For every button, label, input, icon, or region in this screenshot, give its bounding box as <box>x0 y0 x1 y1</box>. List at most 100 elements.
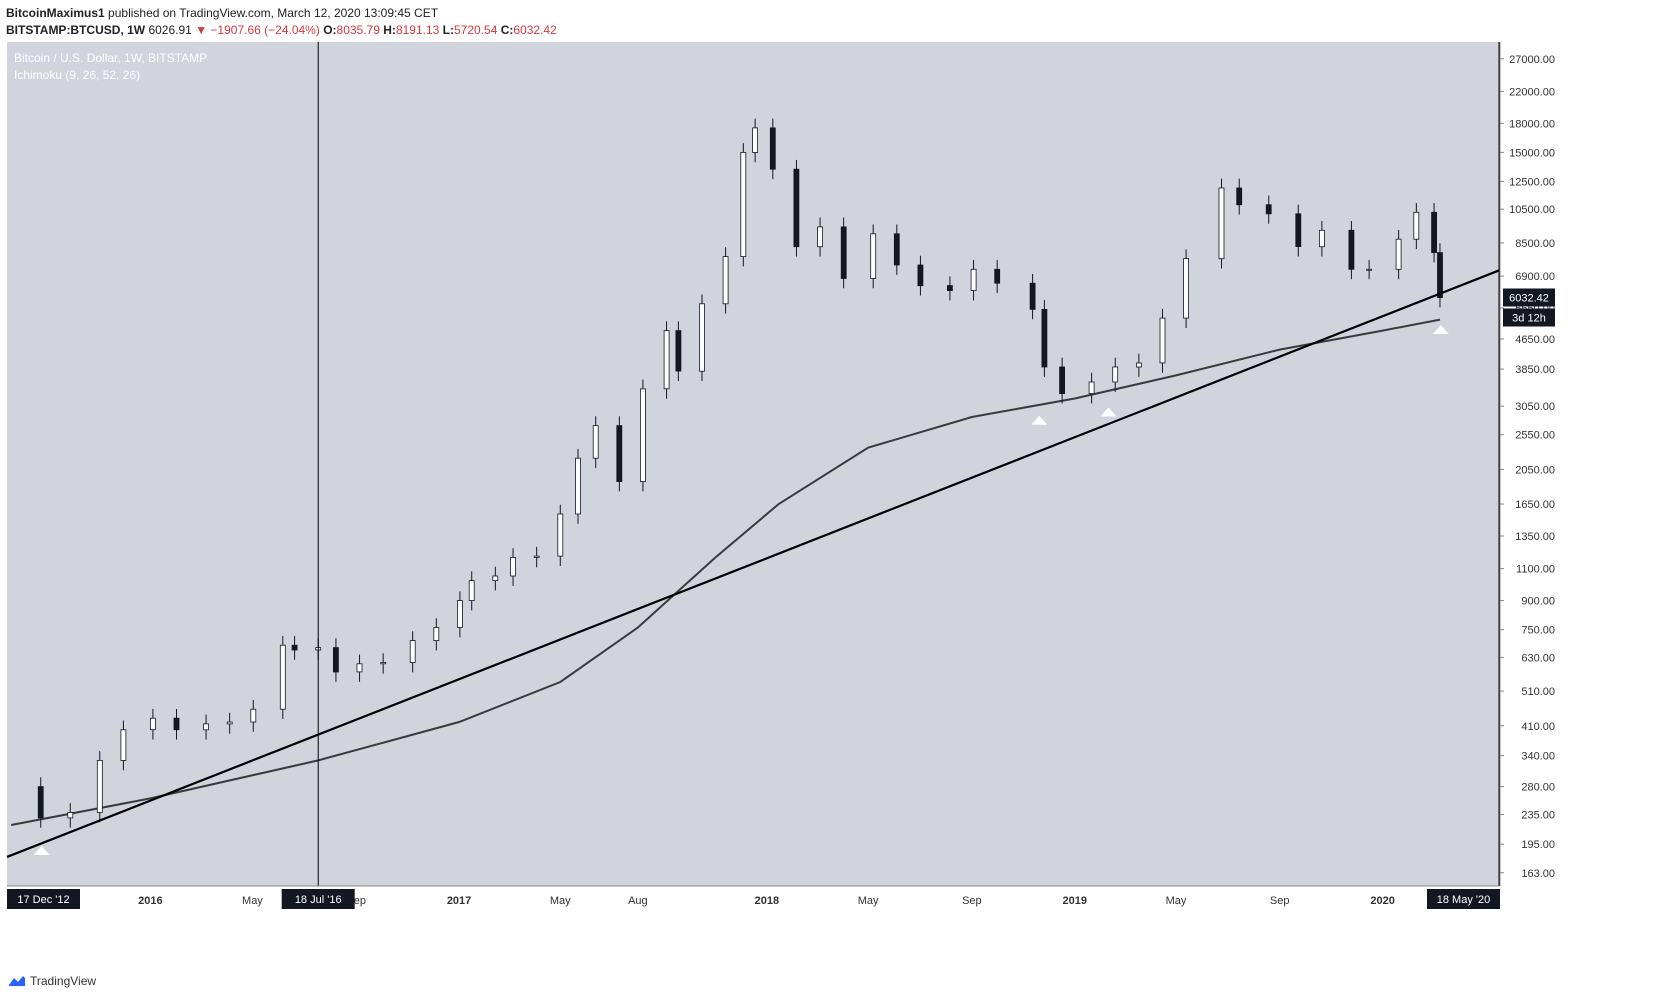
candle-up <box>492 575 499 581</box>
candle-down <box>1029 282 1036 310</box>
price-tick-label: 8500.00 <box>1515 238 1555 250</box>
plot-area[interactable] <box>7 42 1499 886</box>
candle-up <box>752 127 758 153</box>
candle-up <box>409 640 416 663</box>
candle-up <box>96 760 103 813</box>
price-badge-label: 6032.42 <box>1509 293 1549 305</box>
time-tick-label: 2020 <box>1370 895 1394 907</box>
time-marker-label: 18 Jul '16 <box>295 894 342 906</box>
legend-indicator: Ichimoku (9, 26, 52, 26) <box>14 68 140 82</box>
candle-down <box>840 226 847 279</box>
legend-symbol: Bitcoin / U.S. Dollar, 1W, BITSTAMP <box>14 51 207 65</box>
price-tick-label: 900.00 <box>1521 596 1555 608</box>
price-tick-label: 10500.00 <box>1509 204 1555 216</box>
price-tick-label: 280.00 <box>1521 782 1555 794</box>
candle-down <box>1295 213 1302 248</box>
price-tick-label: 195.00 <box>1521 839 1555 851</box>
axis-badges: 17 Dec '12 18 Jul '16 18 May '20 6032.42 3d … <box>7 288 1555 909</box>
candle-up <box>380 662 387 665</box>
candle-up <box>120 729 127 761</box>
triangle-marker <box>1031 415 1048 425</box>
candle-down <box>1348 229 1355 270</box>
candle-down <box>1059 366 1065 395</box>
time-tick-label: May <box>858 895 879 907</box>
price-tick-label: 1350.00 <box>1515 531 1555 543</box>
low-value: 5720.54 <box>454 23 498 37</box>
candle-down <box>37 786 44 819</box>
price-tick-label: 18000.00 <box>1509 118 1555 130</box>
price-tick-label: 235.00 <box>1521 809 1555 821</box>
time-tick-label: Sep <box>962 895 982 907</box>
candle-up <box>226 721 233 725</box>
candle-down <box>1265 204 1272 215</box>
interval: 1W <box>127 23 146 37</box>
price-tick-label: 1100.00 <box>1516 564 1555 576</box>
candles-layer <box>37 118 1443 828</box>
price-tick-label: 163.00 <box>1521 868 1555 880</box>
time-tick-label: 2019 <box>1063 895 1087 907</box>
candle-up <box>557 513 564 557</box>
author-name[interactable]: BitcoinMaximus1 <box>6 6 105 20</box>
footer-brand[interactable]: TradingView <box>8 974 96 988</box>
triangle-marker <box>1432 325 1449 335</box>
last-price: 6026.91 <box>148 23 192 37</box>
time-axis[interactable]: ep2016MaySep2017MayAug2018MaySep2019MayS… <box>7 885 1499 907</box>
candle-up <box>356 663 363 673</box>
triangle-marker <box>1100 407 1117 417</box>
time-marker-label: 17 Dec '12 <box>17 894 69 906</box>
triangle-marker <box>33 846 50 856</box>
price-tick-label: 12500.00 <box>1509 176 1555 188</box>
candle-down <box>1431 211 1437 254</box>
price-badge <box>1503 288 1555 307</box>
price-tick-label: 750.00 <box>1521 625 1555 637</box>
candle-down <box>994 268 1001 284</box>
price-tick-label: 15000.00 <box>1509 147 1555 159</box>
time-tick-label: 2016 <box>138 895 162 907</box>
candle-down <box>291 644 298 651</box>
price-tick-label: 410.00 <box>1521 721 1555 733</box>
candle-up <box>575 457 581 515</box>
candle-up <box>250 708 257 723</box>
candle-up <box>1413 211 1420 240</box>
price-axis[interactable]: 27000.00 22000.00 18000.00 15000.00 12500.00… <box>1499 42 1555 886</box>
candle-up <box>510 557 516 577</box>
moving-average-line <box>11 318 1441 826</box>
publish-info: published on TradingView.com, March 12, … <box>108 6 439 20</box>
time-tick-label: 2018 <box>755 895 779 907</box>
price-tick-label: 1650.00 <box>1515 499 1555 511</box>
open-label: O: <box>323 23 337 37</box>
publish-header: BitcoinMaximus1 published on TradingView… <box>6 6 557 37</box>
price-tick-label: 4650.00 <box>1515 334 1555 346</box>
price-tick-label: 340.00 <box>1521 751 1555 763</box>
candle-down <box>917 264 924 287</box>
candle-down <box>332 647 339 673</box>
candle-up <box>592 425 599 459</box>
candle-up <box>1183 258 1189 319</box>
price-tick-label: 2550.00 <box>1515 430 1555 442</box>
trendline <box>6 269 1500 858</box>
candle-up <box>663 330 670 390</box>
price-tick-label: 510.00 <box>1521 686 1555 698</box>
price-tick-label: 3850.00 <box>1515 364 1555 376</box>
candle-up <box>817 226 823 248</box>
candle-up <box>870 233 877 279</box>
candle-up <box>1218 187 1225 260</box>
candle-up <box>1136 362 1142 368</box>
open-value: 8035.79 <box>336 23 380 37</box>
time-tick-label: May <box>550 895 571 907</box>
candle-up <box>1366 268 1372 271</box>
candle-up <box>740 151 747 257</box>
moving-average-layer <box>11 318 1441 826</box>
candle-up <box>1159 317 1166 364</box>
vertical-lines-layer <box>317 42 1500 886</box>
time-tick-label: 2017 <box>447 895 471 907</box>
candle-up <box>1112 366 1119 383</box>
close-value: 6032.42 <box>513 23 557 37</box>
tradingview-logo-icon <box>9 976 25 986</box>
countdown-badge <box>1503 308 1555 327</box>
candle-down <box>1236 187 1243 206</box>
brand-name: TradingView <box>30 974 97 988</box>
time-marker-label: 18 May '20 <box>1437 894 1490 906</box>
candle-up <box>1088 381 1095 395</box>
